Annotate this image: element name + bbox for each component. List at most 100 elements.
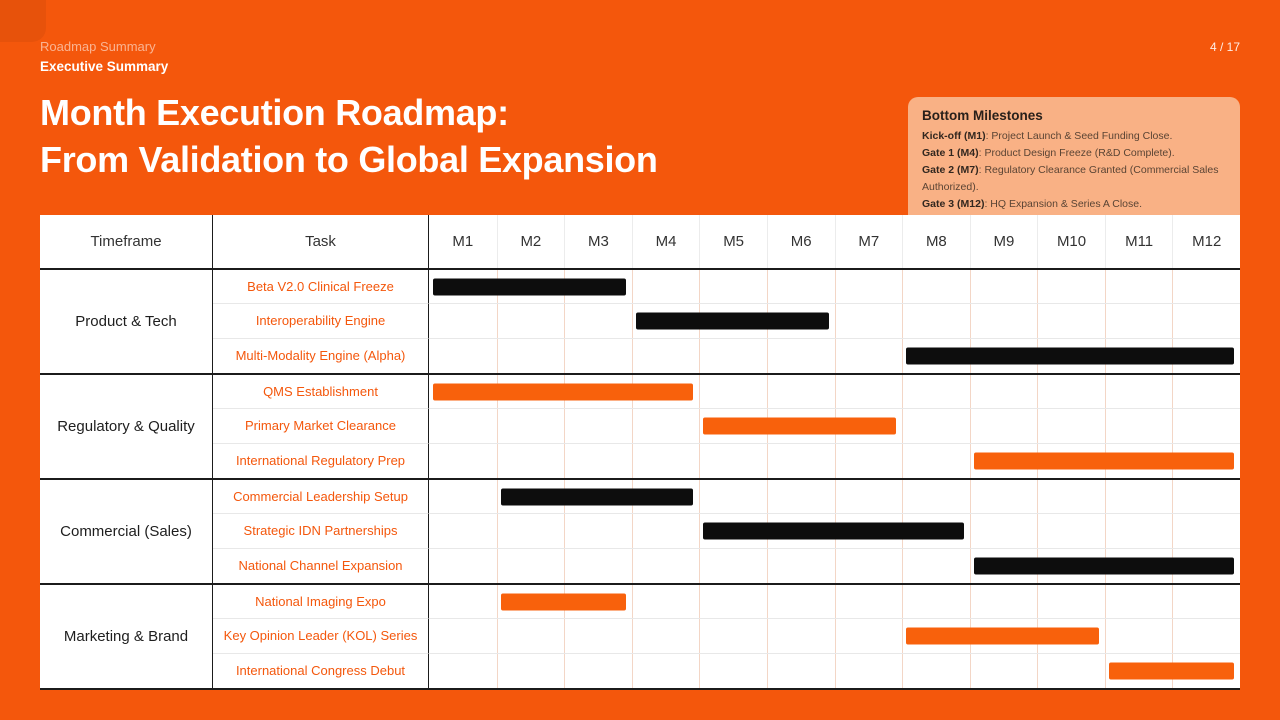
gantt-grid-cell — [834, 548, 903, 583]
gantt-grid-cell — [834, 443, 903, 478]
header-month-m5: M5 — [699, 215, 767, 268]
gantt-grid-cell — [834, 653, 903, 688]
milestone-text: : Regulatory Clearance Granted (Commerci… — [922, 164, 1219, 193]
gantt-grid-cell — [699, 409, 767, 443]
gantt-grid-cell — [631, 338, 700, 373]
gantt-grid-cell — [1104, 653, 1173, 688]
roadmap-gantt-table: Timeframe Task M1 M2 M3 M4 M5 M6 M7 M8 M9 M10 M11 M… — [40, 215, 1240, 690]
timeframe-group: Commercial (Sales) Commercial Leadership … — [40, 479, 1240, 585]
gantt-grid-cell — [496, 584, 565, 619]
timeframe-group: Product & Tech Beta V2.0 Clinical Freeze I… — [40, 270, 1240, 375]
gantt-grid-cell — [496, 443, 565, 478]
gantt-grid-cell — [1104, 584, 1173, 619]
gantt-bar — [635, 312, 829, 330]
task-label: National Channel Expansion — [213, 548, 429, 583]
gantt-track — [429, 338, 1240, 373]
gantt-grid-cell — [766, 653, 835, 688]
group-label: Commercial (Sales) — [40, 479, 213, 583]
gantt-grid-cell — [902, 374, 970, 409]
milestone-text: : Project Launch & Seed Funding Close. — [985, 130, 1173, 142]
gantt-grid-cell — [564, 443, 632, 478]
task-label: Key Opinion Leader (KOL) Series — [213, 619, 429, 654]
gantt-grid-cell — [429, 654, 497, 688]
gantt-grid-cell — [1172, 409, 1240, 443]
gantt-grid-cell — [1037, 653, 1105, 688]
gantt-grid-cell — [429, 585, 497, 618]
gantt-grid-cell — [902, 584, 970, 619]
gantt-grid-cell — [429, 409, 497, 442]
gantt-grid-cell — [969, 270, 1038, 304]
gantt-grid-cell — [429, 480, 497, 513]
gantt-grid-cell — [902, 338, 970, 373]
gantt-grid-cell — [496, 409, 565, 443]
gantt-grid-cell — [1104, 479, 1173, 514]
gantt-grid-cell — [699, 479, 767, 514]
gantt-grid-cell — [902, 653, 970, 688]
gantt-grid-cell — [429, 549, 497, 583]
gantt-grid-cell — [631, 304, 700, 338]
gantt-grid-cell — [631, 548, 700, 583]
corner-accent — [0, 0, 46, 42]
task-label: QMS Establishment — [213, 374, 429, 410]
gantt-grid-cell — [496, 304, 565, 338]
gantt-grid-cell — [1037, 514, 1105, 548]
header-month-m1: M1 — [452, 233, 474, 250]
gantt-grid-cell — [766, 479, 835, 514]
header-month-m2: M2 — [496, 215, 565, 268]
group-label: Regulatory & Quality — [40, 374, 213, 478]
gantt-grid-cell — [631, 619, 700, 653]
gantt-grid-cell — [969, 374, 1038, 409]
gantt-grid-cell — [969, 409, 1038, 443]
gantt-grid-cell — [834, 619, 903, 653]
gantt-grid-cell — [1037, 409, 1105, 443]
gantt-grid-cell — [902, 479, 970, 514]
milestone-item: Kick-off (M1): Project Launch & Seed Fun… — [922, 128, 1226, 145]
gantt-grid-cell — [564, 304, 632, 338]
gantt-grid-cell — [631, 653, 700, 688]
gantt-grid-cell — [699, 270, 767, 304]
gantt-bar — [973, 452, 1234, 470]
gantt-grid-cell — [1104, 304, 1173, 338]
milestone-label: Kick-off (M1) — [922, 130, 986, 142]
milestones-title: Bottom Milestones — [922, 108, 1043, 123]
gantt-grid-cell — [496, 548, 565, 583]
gantt-grid-cell — [1104, 514, 1173, 548]
milestone-text: : HQ Expansion & Series A Close. — [984, 198, 1143, 210]
gantt-bar — [500, 593, 626, 611]
gantt-grid-cell — [969, 548, 1038, 583]
header-month-m9: M9 — [969, 215, 1038, 268]
gantt-grid-cell — [699, 584, 767, 619]
gantt-grid-cell — [1104, 270, 1173, 304]
gantt-grid-cell — [631, 443, 700, 478]
gantt-grid-cell — [834, 479, 903, 514]
gantt-grid-cell — [496, 338, 565, 373]
gantt-grid-cell — [834, 374, 903, 409]
task-label: Strategic IDN Partnerships — [213, 514, 429, 549]
gantt-grid-cell — [1172, 270, 1240, 304]
gantt-grid-cell — [564, 409, 632, 443]
task-label: Beta V2.0 Clinical Freeze — [213, 270, 429, 305]
section-subtitle: Executive Summary — [40, 58, 169, 74]
gantt-track — [429, 619, 1240, 654]
gantt-grid-cell — [1037, 479, 1105, 514]
slide-title: Month Execution Roadmap: From Validation… — [40, 90, 658, 184]
gantt-track — [429, 479, 1240, 515]
task-label: National Imaging Expo — [213, 584, 429, 620]
gantt-track — [429, 548, 1240, 583]
section-eyebrow: Roadmap Summary — [40, 39, 156, 54]
gantt-grid-cell — [631, 409, 700, 443]
gantt-grid-cell — [496, 514, 565, 548]
gantt-bar — [433, 278, 626, 296]
task-label: International Regulatory Prep — [213, 443, 429, 478]
gantt-track — [429, 374, 1240, 410]
milestone-item: Gate 3 (M12): HQ Expansion & Series A Cl… — [922, 196, 1226, 213]
gantt-bar — [433, 383, 694, 401]
group-label: Product & Tech — [40, 270, 213, 373]
gantt-grid-cell — [766, 270, 835, 304]
header-task: Task — [213, 215, 429, 268]
header-month-m6: M6 — [766, 215, 835, 268]
gantt-grid-cell — [1172, 479, 1240, 514]
gantt-grid-cell — [766, 619, 835, 653]
gantt-grid-cell — [902, 443, 970, 478]
gantt-track — [429, 409, 1240, 444]
